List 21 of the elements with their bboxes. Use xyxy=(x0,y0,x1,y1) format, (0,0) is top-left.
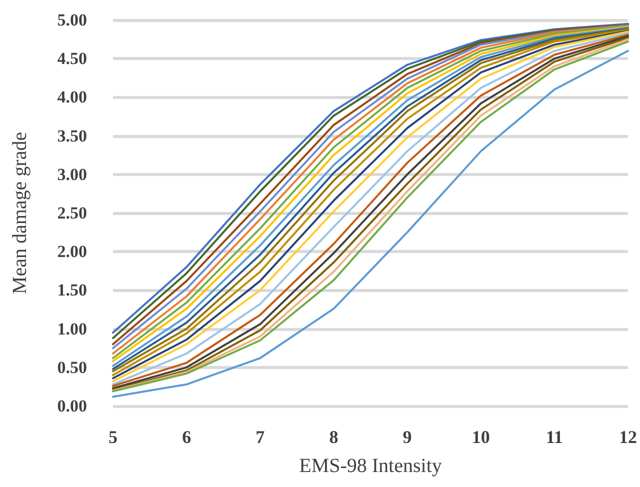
y-tick-label: 5.00 xyxy=(57,10,87,30)
x-tick-label: 7 xyxy=(256,427,265,447)
x-tick-label: 11 xyxy=(546,427,563,447)
x-tick-label: 10 xyxy=(472,427,490,447)
y-axis-title: Mean damage grade xyxy=(9,132,31,294)
y-tick-label: 3.50 xyxy=(57,126,87,146)
y-tick-label: 4.00 xyxy=(57,88,87,107)
x-tick-label: 12 xyxy=(619,427,637,447)
y-tick-label: 3.00 xyxy=(57,164,87,184)
y-tick-label: 0.00 xyxy=(57,396,87,416)
y-tick-label: 1.00 xyxy=(57,319,87,338)
y-tick-label: 2.50 xyxy=(57,204,87,222)
y-tick-label: 1.50 xyxy=(57,280,87,300)
x-axis-title: EMS-98 Intensity xyxy=(299,455,442,477)
y-tick-label: 0.50 xyxy=(57,358,87,377)
y-tick-label: 4.50 xyxy=(57,49,87,68)
x-tick-label: 6 xyxy=(182,427,192,447)
x-tick-label: 8 xyxy=(329,427,338,447)
x-tick-label: 9 xyxy=(402,427,412,447)
x-tick-label: 5 xyxy=(108,427,118,447)
y-tick-label: 2.00 xyxy=(57,242,87,262)
